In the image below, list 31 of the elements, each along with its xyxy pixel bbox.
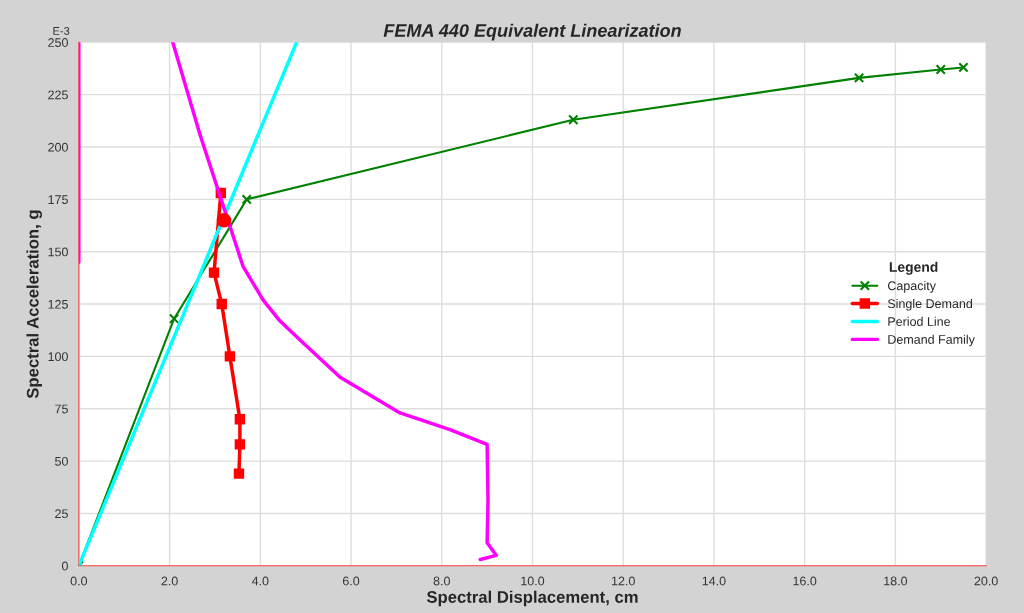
y-axis-title: Spectral Acceleration, g — [26, 210, 43, 399]
x-tick-label: 20.0 — [974, 576, 998, 586]
x-tick-label: 2.0 — [161, 576, 178, 586]
y-tick-label: 75 — [55, 404, 68, 414]
y-tick-label: 250 — [48, 38, 68, 47]
y-tick-label: 225 — [48, 90, 68, 100]
x-tick-label: 4.0 — [251, 576, 269, 586]
y-tick-label: 125 — [48, 299, 68, 309]
y-tick-label: 0 — [61, 561, 68, 571]
x-tick-label: 14.0 — [702, 576, 726, 586]
y-tick-label: 150 — [48, 247, 68, 257]
legend-label: Demand Family — [888, 334, 975, 347]
legend-label: Period Line — [888, 316, 951, 326]
x-axis-title: Spectral Displacement, cm — [426, 590, 638, 607]
legend-label: Capacity — [887, 281, 936, 293]
x-tick-label: 16.0 — [793, 576, 817, 586]
x-tick-label: 12.0 — [612, 576, 635, 586]
y-tick-label: 25 — [55, 509, 68, 519]
chart-title: FEMA 440 Equivalent Linearization — [383, 23, 681, 41]
x-tick-label: 18.0 — [884, 576, 908, 586]
text: E-3 — [53, 27, 70, 35]
x-tick-label: 6.0 — [342, 576, 360, 586]
x-tick-label: 10.0 — [521, 576, 545, 586]
y-tick-label: 175 — [48, 195, 68, 204]
legend-title: Legend — [889, 261, 938, 275]
x-tick-label: 8.0 — [433, 576, 450, 586]
legend-label: Single Demand — [887, 298, 972, 311]
y-tick-label: 50 — [55, 456, 68, 466]
x-tick-label: 0.0 — [70, 576, 88, 586]
y-tick-label: 100 — [48, 352, 68, 362]
y-tick-label: 200 — [48, 142, 68, 152]
